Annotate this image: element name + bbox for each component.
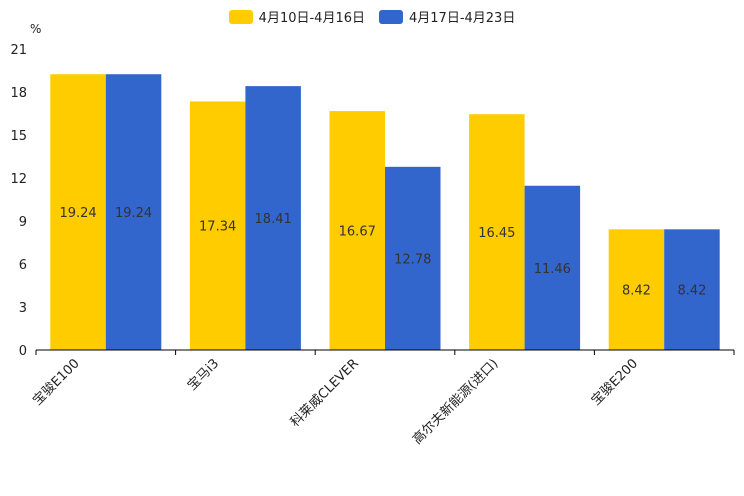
x-tick-label-3: 高尔夫新能源(进口) xyxy=(409,356,501,448)
bar-series-2-3[interactable] xyxy=(524,185,581,350)
bar-series-1-2[interactable] xyxy=(329,111,386,351)
x-tick-label-2: 科莱威CLEVER xyxy=(288,356,362,430)
y-tick-label-7: 21 xyxy=(10,43,27,58)
bar-series-1-4[interactable] xyxy=(608,229,665,350)
bar-series-2-0[interactable] xyxy=(105,74,162,350)
data-label-series-1-4: 8.42 xyxy=(622,284,651,299)
x-tick-label-1: 宝马i3 xyxy=(185,356,222,393)
legend-item-series-2[interactable]: 4月17日-4月23日 xyxy=(379,7,515,26)
data-label-series-1-0: 19.24 xyxy=(59,206,96,221)
bar-series-2-2[interactable] xyxy=(385,166,441,350)
y-tick-label-6: 18 xyxy=(10,86,27,101)
data-label-series-1-1: 17.34 xyxy=(199,220,236,235)
bar-series-1-3[interactable] xyxy=(469,114,525,350)
bar-series-1-1[interactable] xyxy=(189,101,246,351)
y-tick-label-2: 6 xyxy=(19,258,27,273)
bar-series-2-1[interactable] xyxy=(245,86,301,350)
bar-series-1-0[interactable] xyxy=(50,74,106,350)
legend-swatch-series-1 xyxy=(228,9,253,24)
x-tick-label-0: 宝骏E100 xyxy=(30,356,82,408)
y-tick-label-0: 0 xyxy=(19,344,27,359)
data-label-series-2-0: 19.24 xyxy=(115,206,152,221)
legend-swatch-series-2 xyxy=(379,9,403,24)
data-label-series-2-2: 12.78 xyxy=(394,252,431,267)
legend-label-series-2: 4月17日-4月23日 xyxy=(409,11,516,26)
legend-item-series-1[interactable]: 4月10日-4月16日 xyxy=(228,7,365,26)
y-tick-label-3: 9 xyxy=(19,215,27,230)
legend-label-series-1: 4月10日-4月16日 xyxy=(258,11,365,26)
bar-series-2-4[interactable] xyxy=(664,229,720,350)
x-tick-label-4: 宝骏E200 xyxy=(589,356,641,408)
y-axis-unit: % xyxy=(30,22,42,36)
data-label-series-2-3: 11.46 xyxy=(534,262,571,277)
data-label-series-1-2: 16.67 xyxy=(339,225,376,240)
y-tick-label-5: 15 xyxy=(10,129,27,144)
chart-legend: 4月10日-4月16日 4月17日-4月23日 xyxy=(0,7,744,26)
y-tick-label-4: 12 xyxy=(10,172,27,187)
data-label-series-2-1: 18.41 xyxy=(255,212,292,227)
data-label-series-1-3: 16.45 xyxy=(478,226,515,241)
y-tick-label-1: 3 xyxy=(19,301,27,316)
data-label-series-2-4: 8.42 xyxy=(677,284,706,299)
